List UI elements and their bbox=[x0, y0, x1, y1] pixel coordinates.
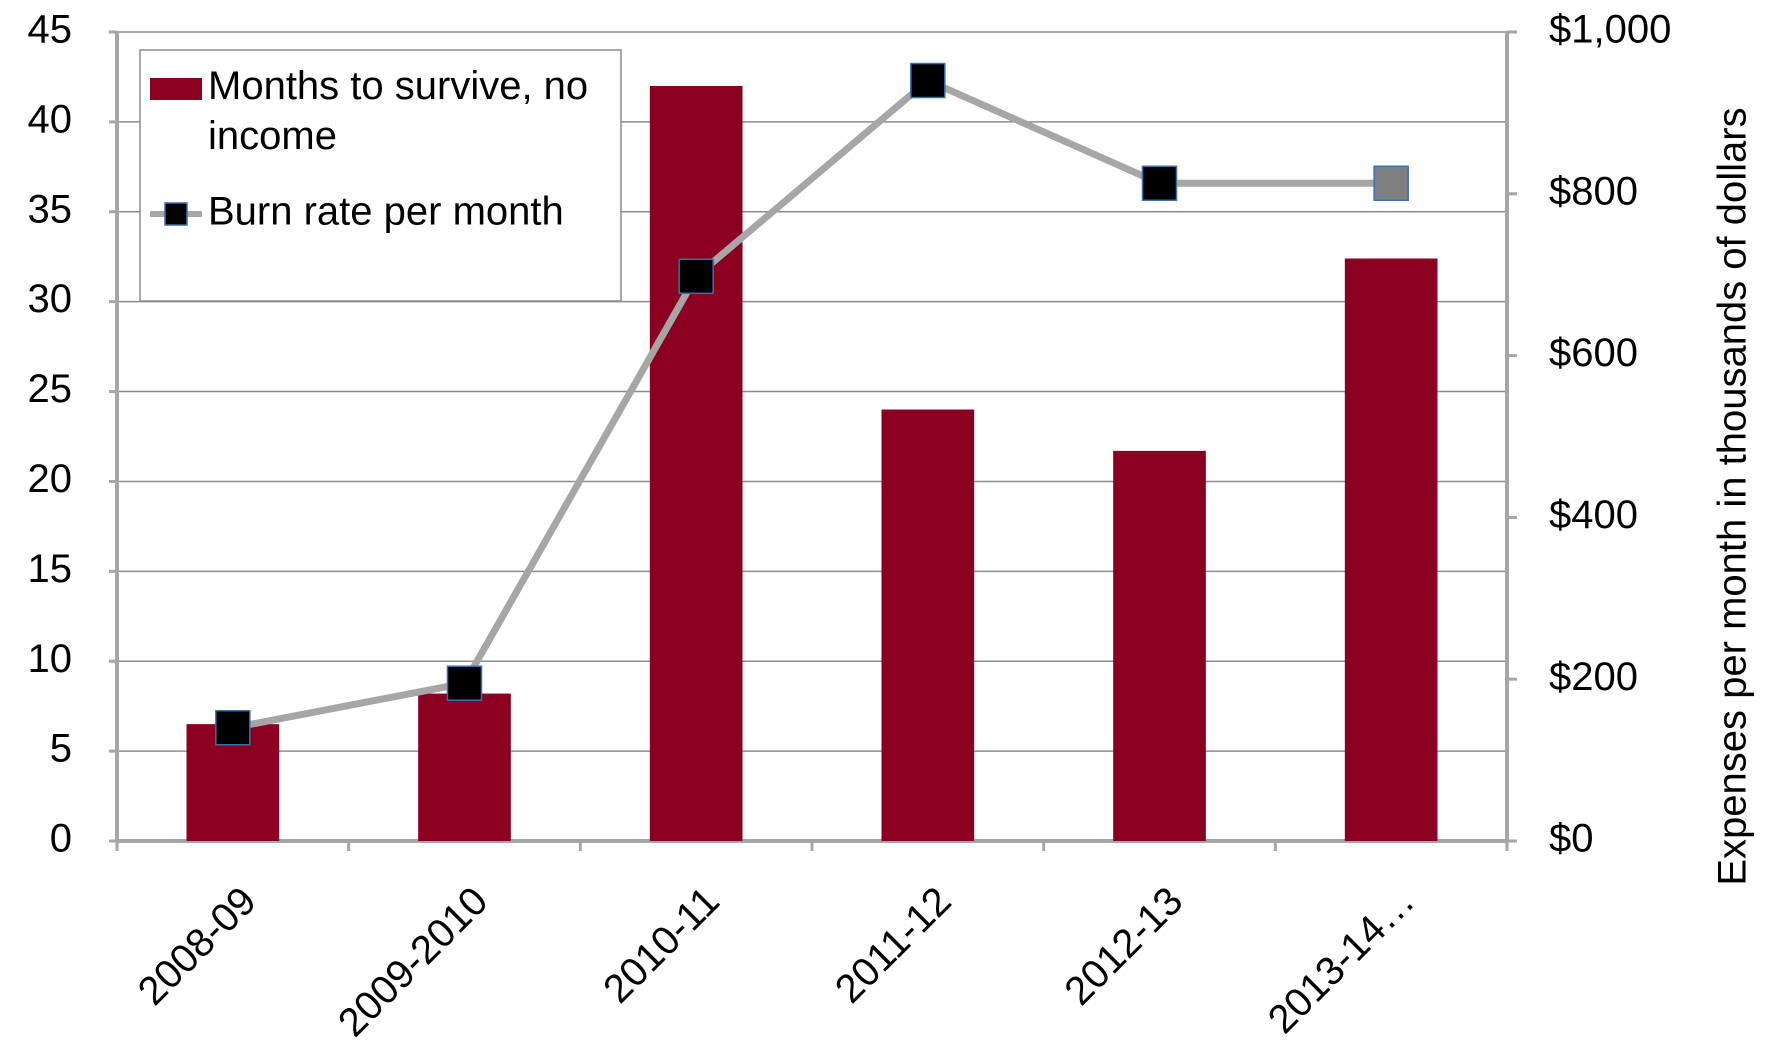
marker bbox=[1373, 165, 1409, 202]
legend-swatch bbox=[150, 78, 202, 100]
y2-tick-label: $800 bbox=[1549, 169, 1638, 213]
x-tick-label: 2012-13 bbox=[1056, 879, 1191, 1014]
y-tick-label: 0 bbox=[50, 817, 72, 861]
y2-tick-label: $200 bbox=[1549, 655, 1638, 699]
x-tick-label: 2013-14… bbox=[1260, 879, 1423, 1042]
legend-label: Burn rate per month bbox=[208, 190, 564, 234]
legend-box bbox=[139, 49, 622, 302]
y2-tick-label: $1,000 bbox=[1549, 8, 1671, 52]
x-tick-label: 2009-2010 bbox=[330, 879, 496, 1045]
marker bbox=[446, 665, 483, 701]
bar bbox=[1113, 450, 1206, 841]
legend-marker bbox=[164, 202, 188, 226]
y2-axis-label: Expenses per month in thousands of dolla… bbox=[1711, 107, 1755, 885]
legend-label-line: Months to survive, no bbox=[208, 64, 588, 108]
x-tick-label: 2010-11 bbox=[595, 879, 728, 1012]
y-tick-label: 40 bbox=[28, 97, 73, 141]
bar bbox=[881, 409, 975, 841]
y-tick-label: 30 bbox=[28, 277, 73, 321]
x-tick-label: 2008-09 bbox=[130, 879, 265, 1014]
bar bbox=[418, 693, 511, 841]
x-tick-label: 2011-12 bbox=[827, 879, 960, 1012]
y-tick-label: 35 bbox=[28, 187, 73, 231]
bar bbox=[1344, 258, 1438, 841]
y-tick-label: 10 bbox=[28, 637, 73, 681]
legend-label-line: income bbox=[208, 114, 337, 158]
marker bbox=[678, 258, 714, 295]
y2-tick-label: $400 bbox=[1549, 493, 1638, 537]
y-tick-label: 20 bbox=[28, 457, 73, 501]
legend-label: Months to survive, no income bbox=[208, 64, 588, 158]
y-tick-label: 5 bbox=[50, 727, 72, 771]
y2-tick-label: $600 bbox=[1549, 331, 1638, 375]
bar bbox=[649, 85, 743, 841]
marker bbox=[215, 709, 251, 746]
y-tick-label: 25 bbox=[28, 367, 73, 411]
marker bbox=[910, 62, 946, 99]
marker bbox=[1141, 165, 1178, 202]
y2-tick-label: $0 bbox=[1549, 817, 1594, 861]
line bbox=[232, 76, 1392, 732]
y-tick-label: 45 bbox=[28, 8, 73, 52]
y-tick-label: 15 bbox=[28, 547, 73, 591]
